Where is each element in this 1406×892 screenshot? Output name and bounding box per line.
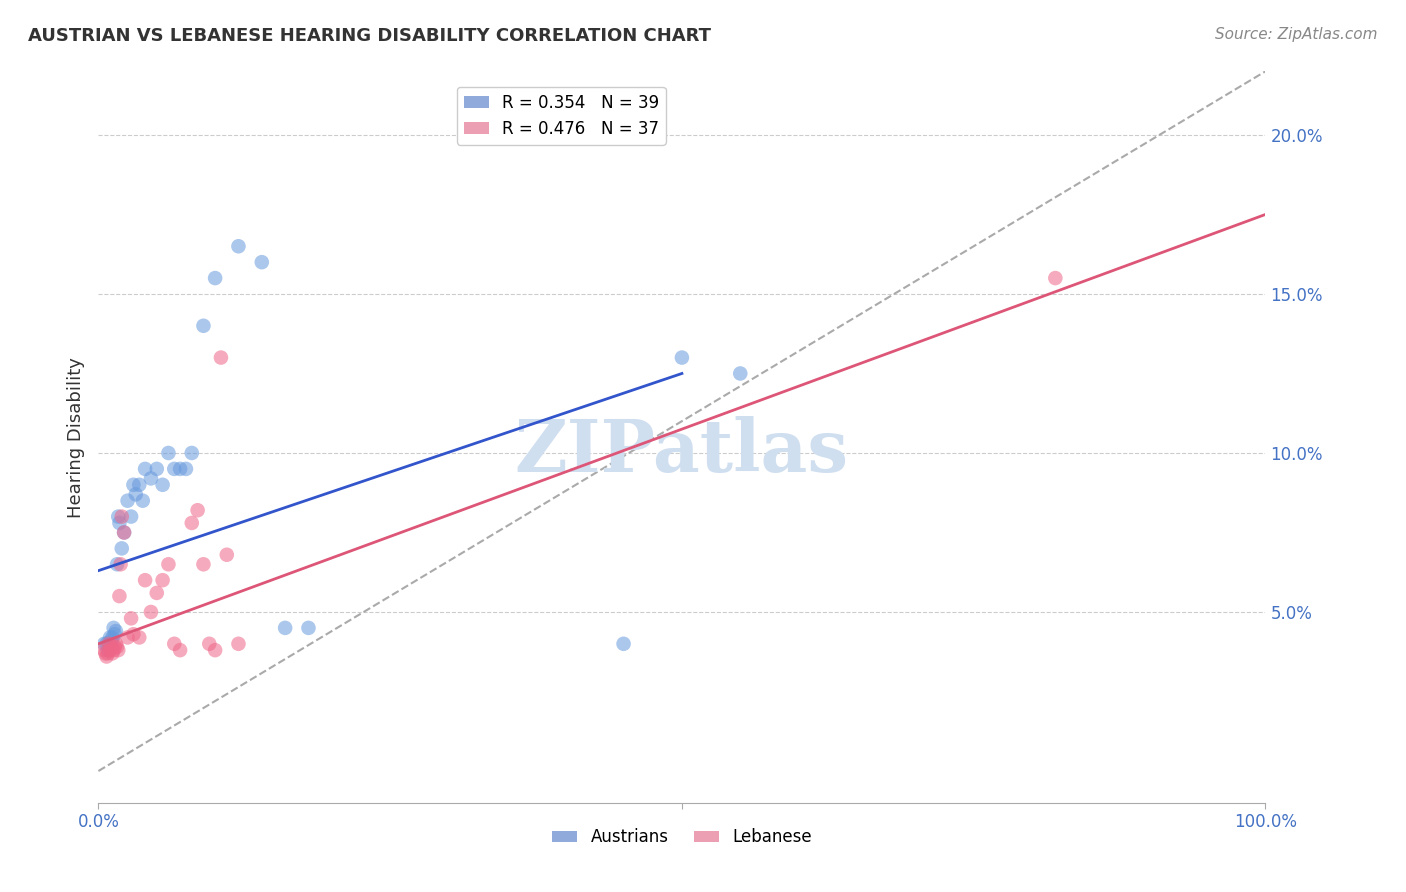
- Lebanese: [120, 611, 142, 625]
- Lebanese: [117, 631, 139, 645]
- Lebanese: [187, 503, 209, 517]
- Austrians: [93, 637, 115, 651]
- Lebanese: [94, 646, 117, 660]
- Lebanese: [96, 649, 118, 664]
- Lebanese: [198, 637, 221, 651]
- Lebanese: [93, 643, 115, 657]
- Lebanese: [146, 586, 169, 600]
- Lebanese: [209, 351, 232, 365]
- Austrians: [157, 446, 180, 460]
- Austrians: [250, 255, 273, 269]
- Lebanese: [105, 640, 128, 654]
- Austrians: [152, 477, 174, 491]
- Austrians: [139, 471, 162, 485]
- Austrians: [180, 446, 202, 460]
- Austrians: [274, 621, 297, 635]
- Austrians: [108, 516, 131, 530]
- Lebanese: [103, 643, 125, 657]
- Austrians: [101, 631, 124, 645]
- Austrians: [98, 631, 121, 645]
- Lebanese: [104, 640, 127, 654]
- Austrians: [105, 558, 128, 572]
- Lebanese: [163, 637, 186, 651]
- Austrians: [193, 318, 215, 333]
- Lebanese: [100, 640, 122, 654]
- Lebanese: [112, 525, 135, 540]
- Austrians: [104, 624, 127, 638]
- Austrians: [112, 525, 135, 540]
- Lebanese: [134, 573, 156, 587]
- Lebanese: [97, 637, 120, 651]
- Austrians: [103, 621, 125, 635]
- Lebanese: [111, 509, 134, 524]
- Lebanese: [139, 605, 162, 619]
- Austrians: [169, 462, 191, 476]
- Lebanese: [193, 558, 215, 572]
- Text: ZIPatlas: ZIPatlas: [515, 417, 849, 487]
- Austrians: [107, 509, 129, 524]
- Austrians: [228, 239, 250, 253]
- Austrians: [730, 367, 752, 381]
- Legend: Austrians, Lebanese: Austrians, Lebanese: [546, 822, 818, 853]
- Austrians: [111, 541, 134, 556]
- Y-axis label: Hearing Disability: Hearing Disability: [66, 357, 84, 517]
- Lebanese: [110, 558, 132, 572]
- Lebanese: [1045, 271, 1067, 285]
- Lebanese: [204, 643, 226, 657]
- Austrians: [97, 643, 120, 657]
- Austrians: [174, 462, 197, 476]
- Austrians: [612, 637, 634, 651]
- Austrians: [132, 493, 155, 508]
- Austrians: [104, 627, 127, 641]
- Lebanese: [215, 548, 238, 562]
- Austrians: [122, 477, 145, 491]
- Text: AUSTRIAN VS LEBANESE HEARING DISABILITY CORRELATION CHART: AUSTRIAN VS LEBANESE HEARING DISABILITY …: [28, 27, 711, 45]
- Lebanese: [104, 637, 127, 651]
- Lebanese: [122, 627, 145, 641]
- Austrians: [128, 477, 150, 491]
- Lebanese: [169, 643, 191, 657]
- Lebanese: [157, 558, 180, 572]
- Lebanese: [107, 643, 129, 657]
- Austrians: [297, 621, 319, 635]
- Austrians: [100, 633, 122, 648]
- Text: Source: ZipAtlas.com: Source: ZipAtlas.com: [1215, 27, 1378, 42]
- Austrians: [146, 462, 169, 476]
- Lebanese: [180, 516, 202, 530]
- Austrians: [671, 351, 693, 365]
- Austrians: [163, 462, 186, 476]
- Austrians: [125, 487, 148, 501]
- Lebanese: [152, 573, 174, 587]
- Lebanese: [108, 589, 131, 603]
- Austrians: [134, 462, 156, 476]
- Lebanese: [101, 646, 124, 660]
- Lebanese: [228, 637, 250, 651]
- Lebanese: [97, 646, 120, 660]
- Austrians: [204, 271, 226, 285]
- Austrians: [120, 509, 142, 524]
- Austrians: [117, 493, 139, 508]
- Lebanese: [128, 631, 150, 645]
- Lebanese: [98, 643, 121, 657]
- Austrians: [96, 637, 118, 651]
- Austrians: [97, 637, 120, 651]
